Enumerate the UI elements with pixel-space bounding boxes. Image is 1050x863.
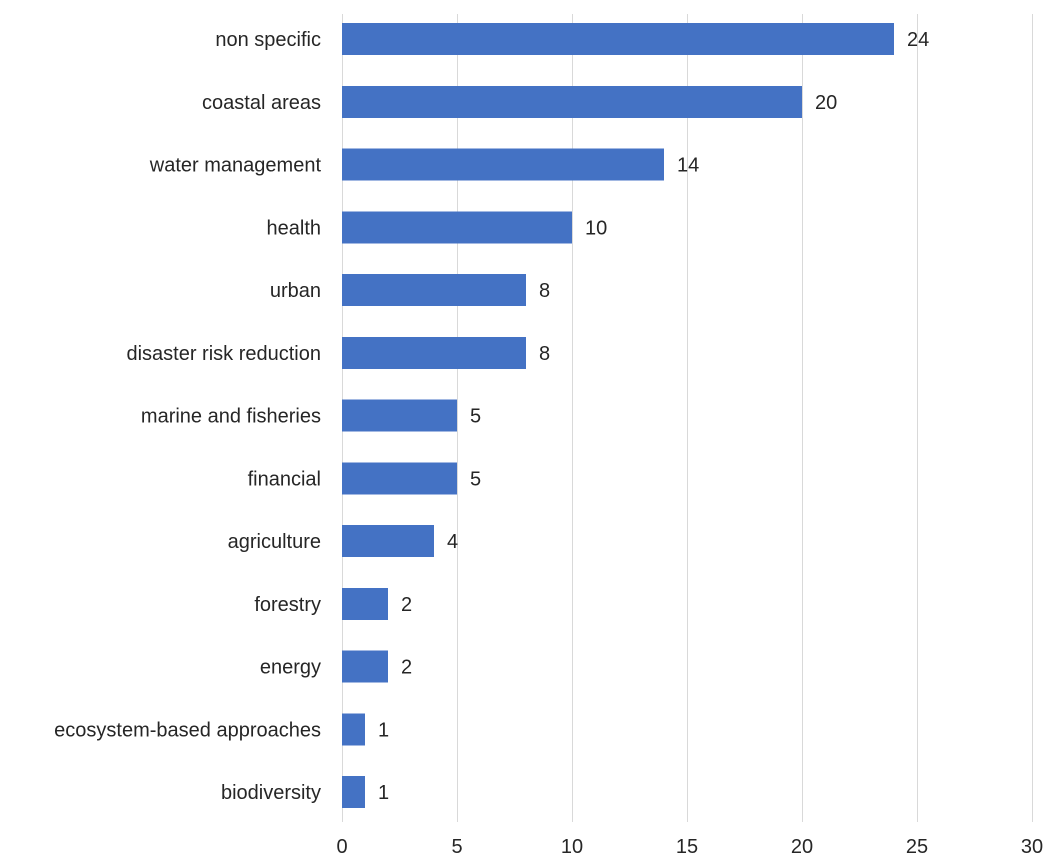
category-label: biodiversity — [221, 782, 321, 804]
category-label: energy — [260, 657, 321, 679]
category-labels: non specific coastal areas water managemen… — [54, 29, 321, 804]
data-label: 2 — [401, 657, 412, 679]
bar — [342, 650, 388, 683]
x-tick-label: 25 — [906, 836, 928, 858]
x-tick-label: 20 — [791, 836, 813, 858]
category-label: disaster risk reduction — [126, 343, 321, 365]
bars — [342, 23, 894, 808]
bar — [342, 462, 457, 495]
bar — [342, 776, 365, 808]
category-label: forestry — [254, 594, 321, 616]
category-label: ecosystem-based approaches — [54, 719, 321, 741]
data-label: 8 — [539, 280, 550, 302]
x-tick-label: 0 — [336, 836, 347, 858]
data-label: 4 — [447, 531, 458, 553]
data-label: 1 — [378, 719, 389, 741]
data-label: 8 — [539, 343, 550, 365]
category-label: non specific — [215, 29, 321, 51]
data-labels: 24 20 14 10 8 8 5 5 4 2 2 1 1 — [378, 29, 929, 804]
category-label: agriculture — [228, 531, 321, 553]
bar — [342, 399, 457, 432]
category-label: health — [267, 217, 322, 239]
category-label: financial — [248, 468, 321, 490]
category-label: water management — [149, 155, 322, 177]
x-tick-label: 15 — [676, 836, 698, 858]
data-label: 24 — [907, 29, 929, 51]
x-axis-tick-labels: 0 5 10 15 20 25 30 — [336, 836, 1043, 858]
x-tick-label: 10 — [561, 836, 583, 858]
x-tick-label: 5 — [451, 836, 462, 858]
data-label: 5 — [470, 406, 481, 428]
data-label: 14 — [677, 155, 699, 177]
bar — [342, 148, 664, 181]
data-label: 5 — [470, 468, 481, 490]
bar — [342, 587, 388, 620]
category-label: urban — [270, 280, 321, 302]
bar — [342, 336, 526, 369]
data-label: 2 — [401, 594, 412, 616]
category-label: coastal areas — [202, 92, 321, 114]
category-label: marine and fisheries — [141, 406, 321, 428]
data-label: 1 — [378, 782, 389, 804]
data-label: 20 — [815, 92, 837, 114]
x-tick-label: 30 — [1021, 836, 1043, 858]
bar — [342, 713, 365, 746]
bar — [342, 23, 894, 55]
bar — [342, 274, 526, 306]
bar — [342, 211, 572, 244]
data-label: 10 — [585, 217, 607, 239]
bar — [342, 85, 802, 118]
bar — [342, 525, 434, 557]
